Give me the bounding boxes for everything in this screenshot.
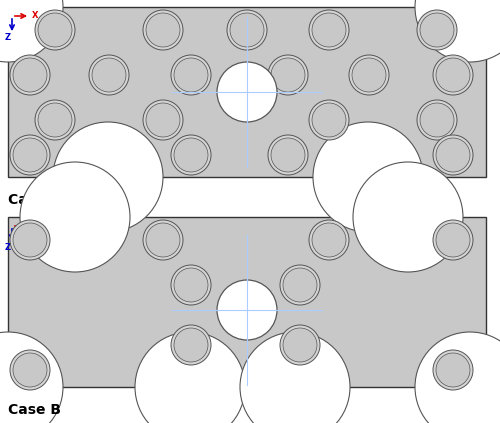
Circle shape	[433, 220, 473, 260]
Circle shape	[240, 332, 350, 423]
Circle shape	[171, 325, 211, 365]
Circle shape	[20, 162, 130, 272]
Circle shape	[309, 10, 349, 50]
Circle shape	[271, 58, 305, 92]
Circle shape	[146, 103, 180, 137]
Circle shape	[174, 58, 208, 92]
Circle shape	[0, 332, 63, 423]
Circle shape	[135, 332, 245, 423]
Circle shape	[309, 100, 349, 140]
Circle shape	[353, 162, 463, 272]
Circle shape	[143, 100, 183, 140]
Circle shape	[217, 280, 277, 340]
Circle shape	[174, 328, 208, 362]
Circle shape	[38, 103, 72, 137]
Circle shape	[313, 122, 423, 232]
Circle shape	[92, 58, 126, 92]
Circle shape	[420, 103, 454, 137]
Circle shape	[227, 10, 267, 50]
Circle shape	[312, 103, 346, 137]
Circle shape	[171, 135, 211, 175]
Circle shape	[38, 13, 72, 47]
Circle shape	[312, 13, 346, 47]
Circle shape	[271, 138, 305, 172]
Circle shape	[280, 265, 320, 305]
Circle shape	[352, 58, 386, 92]
Circle shape	[89, 55, 129, 95]
Circle shape	[433, 350, 473, 390]
Circle shape	[13, 223, 47, 257]
Circle shape	[143, 10, 183, 50]
Circle shape	[230, 13, 264, 47]
Circle shape	[143, 220, 183, 260]
Circle shape	[415, 0, 500, 62]
Text: Z: Z	[5, 33, 11, 42]
Circle shape	[268, 55, 308, 95]
Circle shape	[10, 220, 50, 260]
Bar	[8, 217, 486, 387]
Circle shape	[415, 332, 500, 423]
Circle shape	[417, 10, 457, 50]
Circle shape	[312, 223, 346, 257]
Circle shape	[10, 55, 50, 95]
Circle shape	[13, 353, 47, 387]
Circle shape	[171, 55, 211, 95]
Circle shape	[146, 13, 180, 47]
Circle shape	[146, 223, 180, 257]
Circle shape	[436, 58, 470, 92]
Circle shape	[35, 10, 75, 50]
Circle shape	[417, 100, 457, 140]
Circle shape	[420, 13, 454, 47]
Bar	[8, 7, 486, 177]
Circle shape	[13, 138, 47, 172]
Circle shape	[171, 265, 211, 305]
Text: Case A: Case A	[8, 193, 61, 207]
Circle shape	[309, 220, 349, 260]
Text: Z: Z	[5, 244, 11, 253]
Circle shape	[174, 138, 208, 172]
Circle shape	[436, 353, 470, 387]
Circle shape	[433, 135, 473, 175]
Circle shape	[0, 0, 63, 62]
Circle shape	[283, 268, 317, 302]
Circle shape	[53, 122, 163, 232]
Circle shape	[280, 325, 320, 365]
Circle shape	[268, 135, 308, 175]
Circle shape	[35, 100, 75, 140]
Circle shape	[436, 138, 470, 172]
Circle shape	[10, 135, 50, 175]
Circle shape	[349, 55, 389, 95]
Circle shape	[283, 328, 317, 362]
Circle shape	[436, 223, 470, 257]
Circle shape	[174, 268, 208, 302]
Circle shape	[13, 58, 47, 92]
Circle shape	[217, 62, 277, 122]
Text: X: X	[32, 11, 38, 19]
Circle shape	[10, 350, 50, 390]
Text: X: X	[32, 220, 38, 230]
Text: Case B: Case B	[8, 403, 61, 417]
Circle shape	[433, 55, 473, 95]
